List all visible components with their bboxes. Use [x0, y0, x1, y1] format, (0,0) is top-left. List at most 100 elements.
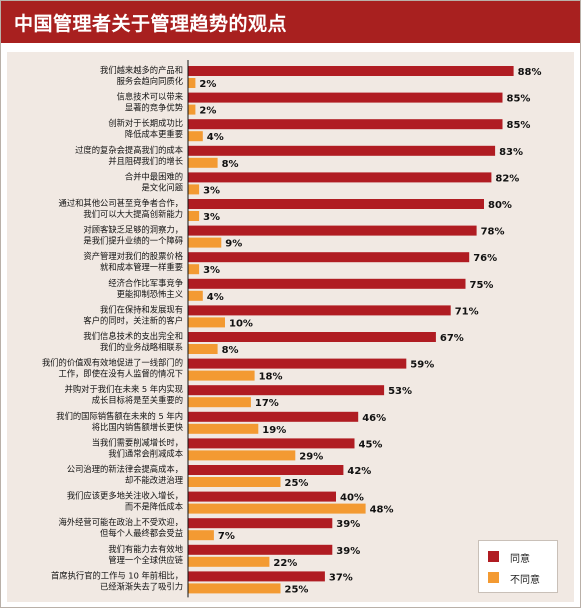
bar-agree — [188, 411, 359, 422]
bar-disagree — [188, 184, 200, 195]
bar-agree — [188, 465, 344, 475]
bar-agree — [188, 385, 385, 396]
value-label-disagree: 2% — [199, 79, 216, 90]
category-label: 合并中最困难的是文化问题 — [125, 171, 183, 192]
bar-disagree — [188, 104, 196, 115]
value-label-agree: 71% — [455, 306, 479, 317]
chart-title: 中国管理者关于管理趋势的观点 — [14, 13, 288, 35]
value-label-disagree: 4% — [207, 292, 224, 303]
value-label-agree: 42% — [347, 466, 371, 477]
bar-agree — [188, 305, 451, 316]
value-label-agree: 39% — [336, 546, 360, 557]
value-label-agree: 75% — [470, 280, 494, 291]
legend-swatch-disagree — [488, 572, 499, 583]
value-label-disagree: 7% — [218, 531, 235, 542]
category-label: 我们信息技术的支出完全和我们的业务战略相联系 — [83, 331, 183, 352]
bar-disagree — [188, 157, 218, 168]
category-label: 我们有能力去有效地管理一个全球供应链 — [108, 544, 183, 565]
value-label-agree: 59% — [410, 360, 434, 371]
value-label-agree: 40% — [340, 493, 364, 504]
value-label-agree: 46% — [362, 413, 386, 424]
bar-disagree — [188, 290, 203, 301]
category-label: 对顾客缺乏足够的洞察力，是我们提升业绩的一个障碍 — [83, 225, 183, 246]
bar-disagree — [188, 556, 270, 567]
bar-agree — [188, 332, 436, 342]
category-label: 通过和其他公司甚至竞争者合作，我们可以大大提高创新能力 — [59, 198, 183, 219]
value-label-disagree: 25% — [285, 584, 309, 595]
value-label-agree: 39% — [336, 519, 360, 530]
legend-label-agree: 同意 — [510, 554, 530, 565]
category-label: 我们在保持和发展现有客户的同时，关注新的客户 — [83, 304, 183, 325]
bar-disagree — [188, 450, 296, 461]
bar-disagree — [188, 397, 251, 408]
value-label-agree: 85% — [507, 120, 531, 131]
bar-agree — [188, 119, 503, 130]
value-label-disagree: 9% — [225, 239, 242, 250]
value-label-agree: 88% — [518, 67, 542, 78]
bar-agree — [188, 92, 503, 103]
value-label-disagree: 3% — [203, 212, 220, 223]
bar-agree — [188, 145, 496, 156]
bar-disagree — [188, 317, 225, 328]
bar-disagree — [188, 78, 196, 88]
bar-agree — [188, 252, 470, 263]
value-label-agree: 82% — [495, 173, 519, 184]
bar-disagree — [188, 423, 259, 434]
category-label: 我们的国际销售额在未来的 5 年内将比国内销售额增长更快 — [56, 411, 183, 432]
value-label-disagree: 4% — [207, 132, 224, 143]
category-label: 当我们需要削减增长时，我们通常会削减成本 — [92, 437, 183, 458]
value-label-disagree: 19% — [262, 425, 286, 436]
category-label: 公司治理的新法律会提高成本，却不能改进治理 — [67, 464, 184, 485]
value-label-agree: 37% — [329, 572, 353, 583]
value-label-disagree: 22% — [273, 558, 297, 569]
category-label: 过度的复杂会提高我们的成本并且阻碍我们的增长 — [75, 145, 184, 166]
category-label: 我们应该更多地关注收入增长，而不是降低成本 — [67, 491, 183, 512]
bar-disagree — [188, 583, 281, 594]
value-label-agree: 85% — [507, 94, 531, 105]
category-label: 我们越来越多的产品和服务会趋向同质化 — [100, 65, 183, 86]
category-label: 首席执行官的工作与 10 年前相比，已经渐渐失去了吸引力 — [51, 570, 183, 591]
legend-label-disagree: 不同意 — [510, 575, 540, 586]
category-label: 信息技术可以带来显著的竞争优势 — [117, 92, 184, 113]
value-label-disagree: 25% — [285, 478, 309, 489]
category-label: 创新对于长期成功比降低成本更重要 — [108, 118, 183, 139]
category-label: 我们的价值观有效地促进了一线部门的工作，即使在没有人监督的情况下 — [42, 358, 183, 379]
bar-disagree — [188, 477, 281, 487]
value-label-disagree: 8% — [222, 345, 239, 356]
value-label-agree: 53% — [388, 386, 412, 397]
value-label-agree: 83% — [499, 147, 523, 158]
value-label-disagree: 48% — [370, 505, 394, 516]
bar-disagree — [188, 131, 203, 142]
bar-agree — [188, 358, 407, 369]
value-label-agree: 78% — [481, 227, 505, 238]
bar-agree — [188, 199, 484, 209]
bar-agree — [188, 225, 477, 236]
bar-agree — [188, 544, 333, 555]
legend-swatch-agree — [488, 551, 499, 562]
value-label-disagree: 10% — [229, 318, 253, 329]
bar-agree — [188, 438, 355, 449]
bar-agree — [188, 66, 514, 76]
bar-agree — [188, 571, 325, 582]
value-label-disagree: 17% — [255, 398, 279, 409]
bar-agree — [188, 518, 333, 529]
bar-agree — [188, 172, 492, 183]
bar-agree — [188, 278, 466, 289]
value-label-disagree: 8% — [222, 159, 239, 170]
value-label-agree: 80% — [488, 200, 512, 211]
category-label: 并购对于我们在未来 5 年内实现成长目标将是至关重要的 — [65, 384, 183, 405]
bar-disagree — [188, 237, 222, 248]
bar-disagree — [188, 370, 255, 381]
value-label-agree: 45% — [359, 439, 383, 450]
value-label-agree: 76% — [473, 253, 497, 264]
value-label-disagree: 3% — [203, 265, 220, 276]
bar-disagree — [188, 264, 200, 275]
value-label-disagree: 2% — [199, 106, 216, 117]
value-label-disagree: 18% — [259, 372, 283, 383]
value-label-agree: 67% — [440, 333, 464, 344]
bar-disagree — [188, 344, 218, 354]
category-label: 海外经营可能在政治上不受欢迎，但每个人最终都会受益 — [59, 517, 183, 538]
value-label-disagree: 3% — [203, 185, 220, 196]
